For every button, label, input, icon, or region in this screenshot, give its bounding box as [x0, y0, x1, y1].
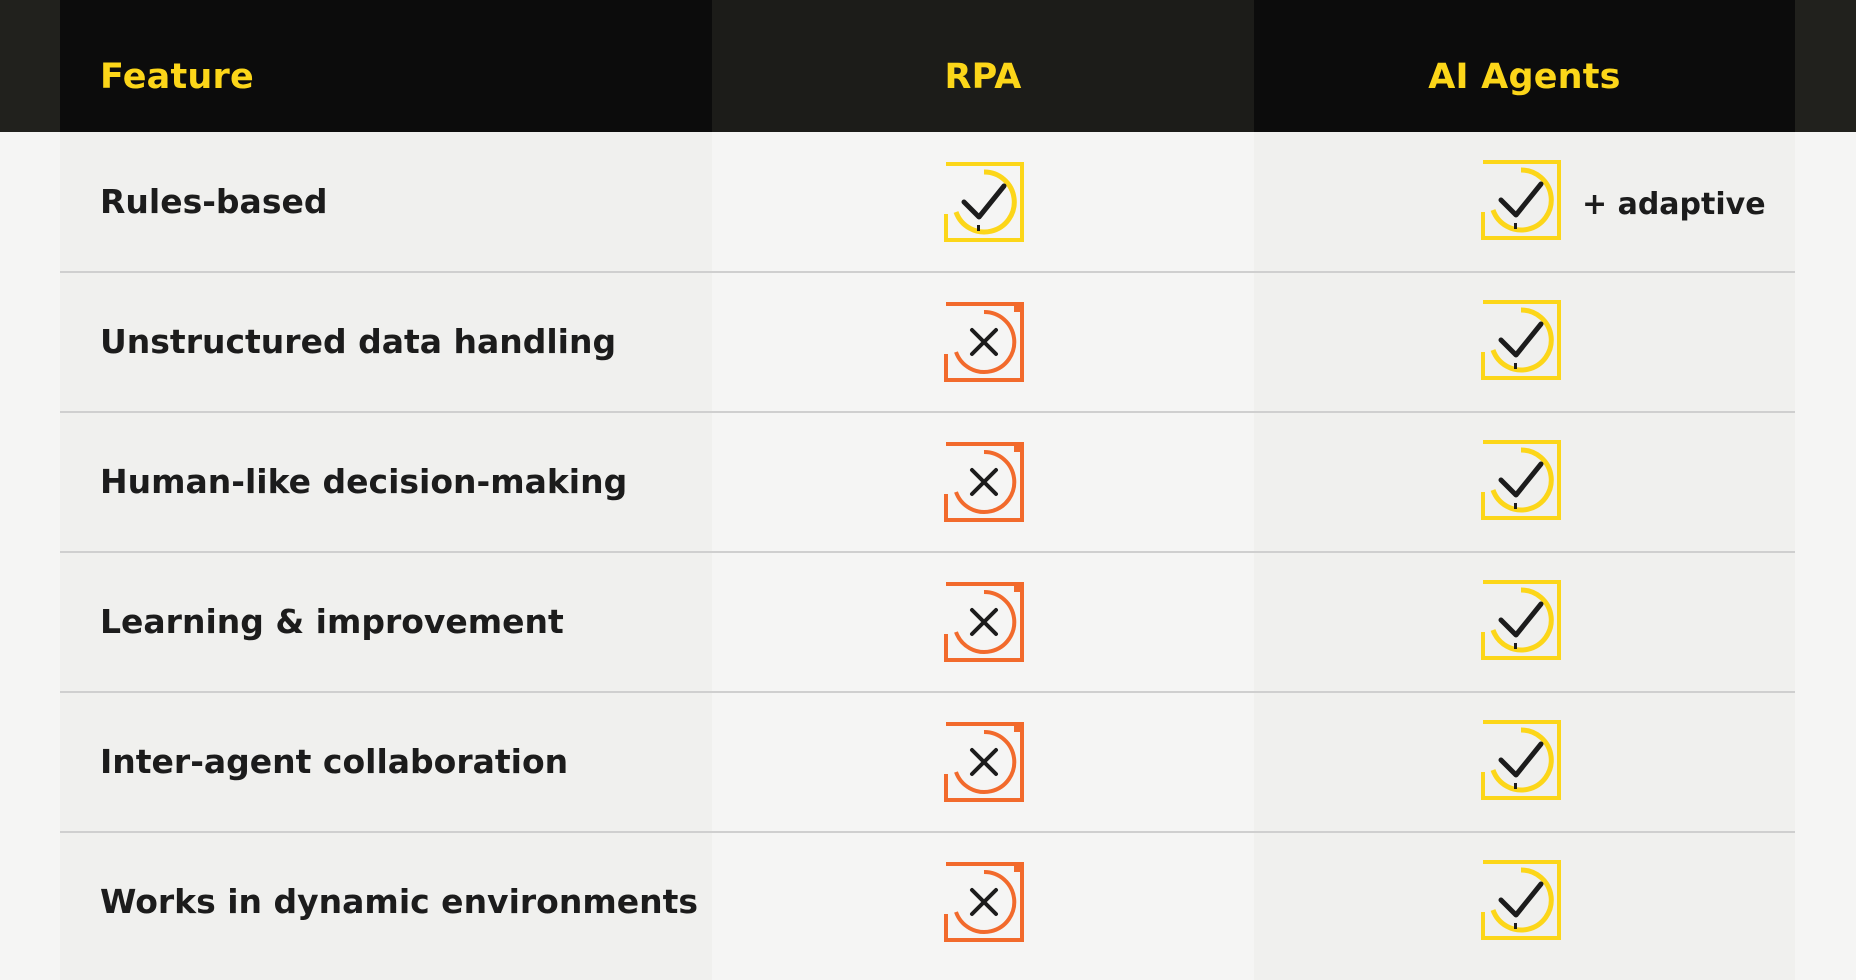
row-divider	[60, 411, 1795, 413]
rpa-cross-icon	[944, 582, 1024, 662]
row-divider	[60, 691, 1795, 693]
ai-agents-check-icon	[1481, 300, 1561, 380]
ai-agents-check-icon	[1481, 160, 1561, 240]
header-cell-rpa	[712, 0, 1254, 132]
row-divider	[60, 271, 1795, 273]
ai-agents-column	[1254, 132, 1795, 980]
feature-column	[60, 132, 712, 980]
row-divider	[60, 831, 1795, 833]
feature-label: Unstructured data handling	[100, 322, 617, 361]
feature-label: Rules-based	[100, 182, 328, 221]
rpa-cross-icon	[944, 722, 1024, 802]
rpa-cross-icon	[944, 442, 1024, 522]
rpa-column	[712, 132, 1254, 980]
ai-agents-check-icon	[1481, 580, 1561, 660]
header-feature-label: Feature	[100, 57, 254, 97]
rpa-cross-icon	[944, 302, 1024, 382]
feature-label: Learning & improvement	[100, 602, 564, 641]
feature-label: Works in dynamic environments	[100, 882, 698, 921]
rpa-cross-icon	[944, 862, 1024, 942]
ai-agents-check-icon	[1481, 440, 1561, 520]
header-ai-agents-label: AI Agents	[1428, 57, 1621, 97]
ai-agents-check-icon	[1481, 720, 1561, 800]
header-cell-ai-agents	[1254, 0, 1795, 132]
header-rpa-label: RPA	[944, 57, 1022, 97]
rpa-check-icon	[944, 162, 1024, 242]
feature-label: Inter-agent collaboration	[100, 742, 569, 781]
feature-label: Human-like decision-making	[100, 462, 628, 501]
row-divider	[60, 551, 1795, 553]
ai-agents-note: + adaptive	[1582, 187, 1766, 222]
ai-agents-check-icon	[1481, 860, 1561, 940]
header-cell-feature	[60, 0, 712, 132]
